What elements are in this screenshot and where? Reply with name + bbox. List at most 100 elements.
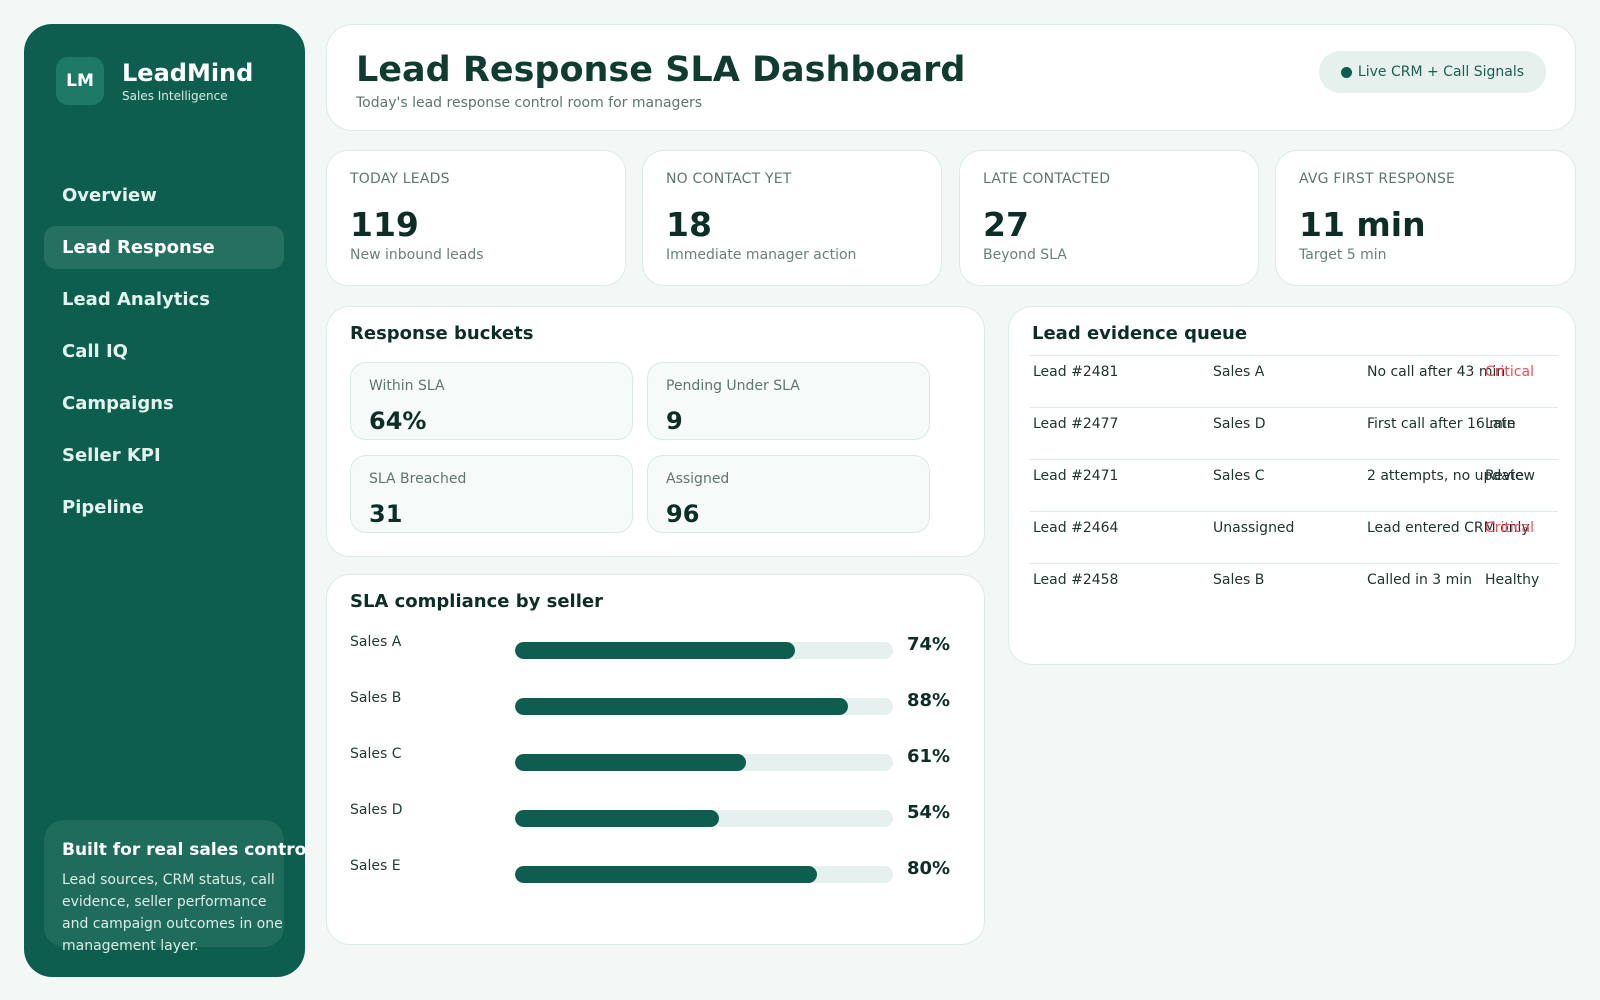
kpi-label: TODAY LEADS <box>350 171 450 187</box>
queue-row[interactable]: Lead #2481 Sales A No call after 43 min … <box>1030 355 1558 407</box>
seller-pct: 88% <box>907 690 951 711</box>
seller-row: Sales D 54% <box>350 802 950 832</box>
nav-item-lead-response[interactable]: Lead Response <box>44 226 284 269</box>
queue-row[interactable]: Lead #2464 Unassigned Lead entered CRM o… <box>1030 511 1558 563</box>
sidebar: LM LeadMind Sales Intelligence Overview … <box>24 24 305 977</box>
seller-pct: 54% <box>907 802 951 823</box>
kpi-card-no-contact[interactable]: NO CONTACT YET 18 Immediate manager acti… <box>642 150 942 286</box>
queue-row[interactable]: Lead #2471 Sales C 2 attempts, no update… <box>1030 459 1558 511</box>
kpi-card-avg-first-response[interactable]: AVG FIRST RESPONSE 11 min Target 5 min <box>1275 150 1576 286</box>
bucket-label: Assigned <box>666 471 730 487</box>
kpi-card-today-leads[interactable]: TODAY LEADS 119 New inbound leads <box>326 150 626 286</box>
queue-seller: Sales C <box>1213 468 1265 484</box>
kpi-label: NO CONTACT YET <box>666 171 792 187</box>
response-buckets-panel: Response buckets Within SLA 64% Pending … <box>326 306 985 557</box>
seller-name: Sales B <box>350 690 402 706</box>
brand-logo: LM <box>56 57 104 105</box>
kpi-value: 27 <box>983 205 1029 244</box>
seller-row: Sales C 61% <box>350 746 950 776</box>
queue-status: Review <box>1485 468 1535 484</box>
panel-title: SLA compliance by seller <box>350 591 603 612</box>
bucket-label: SLA Breached <box>369 471 467 487</box>
queue-lead-id: Lead #2464 <box>1033 520 1119 536</box>
kpi-card-late-contacted[interactable]: LATE CONTACTED 27 Beyond SLA <box>959 150 1259 286</box>
sidebar-nav: Overview Lead Response Lead Analytics Ca… <box>44 174 284 538</box>
live-status-label: Live CRM + Call Signals <box>1357 64 1525 80</box>
nav-item-seller-kpi[interactable]: Seller KPI <box>62 445 161 466</box>
compliance-bar-fill <box>515 754 746 771</box>
bucket-assigned[interactable]: Assigned 96 <box>647 455 930 533</box>
bucket-within-sla[interactable]: Within SLA 64% <box>350 362 633 440</box>
bucket-label: Within SLA <box>369 378 445 394</box>
queue-status: Critical <box>1485 520 1534 536</box>
queue-status: Critical <box>1485 364 1534 380</box>
nav-item-overview[interactable]: Overview <box>62 185 157 206</box>
compliance-bar-track <box>515 866 893 883</box>
nav-item-lead-analytics[interactable]: Lead Analytics <box>62 289 210 310</box>
live-dot-icon <box>1340 66 1352 78</box>
queue-evidence: Lead entered CRM only <box>1367 520 1530 536</box>
nav-item-pipeline[interactable]: Pipeline <box>62 497 144 518</box>
compliance-bar-track <box>515 698 893 715</box>
queue-seller: Sales B <box>1213 572 1265 588</box>
kpi-sub: Immediate manager action <box>666 247 857 263</box>
promo-card <box>44 820 284 947</box>
bucket-value: 31 <box>369 500 403 528</box>
compliance-bar-fill <box>515 866 818 883</box>
queue-lead-id: Lead #2458 <box>1033 572 1119 588</box>
page-header: Lead Response SLA Dashboard Today's lead… <box>326 24 1576 131</box>
queue-row[interactable]: Lead #2477 Sales D First call after 16 m… <box>1030 407 1558 459</box>
brand[interactable]: LM LeadMind Sales Intelligence <box>56 57 253 105</box>
queue-seller: Sales A <box>1213 364 1265 380</box>
kpi-sub: New inbound leads <box>350 247 484 263</box>
seller-name: Sales C <box>350 746 402 762</box>
queue-status: Healthy <box>1485 572 1540 588</box>
seller-name: Sales E <box>350 858 401 874</box>
queue-status: Late <box>1485 416 1516 432</box>
bucket-value: 64% <box>369 407 427 435</box>
page-subtitle: Today's lead response control room for m… <box>356 95 703 111</box>
page-title: Lead Response SLA Dashboard <box>356 50 966 90</box>
bucket-pending-under-sla[interactable]: Pending Under SLA 9 <box>647 362 930 440</box>
queue-lead-id: Lead #2477 <box>1033 416 1119 432</box>
seller-row: Sales B 88% <box>350 690 950 720</box>
bucket-sla-breached[interactable]: SLA Breached 31 <box>350 455 633 533</box>
bucket-value: 9 <box>666 407 683 435</box>
kpi-sub: Beyond SLA <box>983 247 1067 263</box>
compliance-bar-fill <box>515 698 848 715</box>
seller-pct: 74% <box>907 634 951 655</box>
compliance-bar-track <box>515 642 893 659</box>
promo-title: Built for real sales control <box>62 840 305 860</box>
panel-title: Lead evidence queue <box>1032 323 1248 344</box>
compliance-bar-fill <box>515 810 720 827</box>
kpi-value: 119 <box>350 205 419 244</box>
kpi-sub: Target 5 min <box>1299 247 1387 263</box>
nav-item-call-iq[interactable]: Call IQ <box>62 341 128 362</box>
seller-row: Sales E 80% <box>350 858 950 888</box>
seller-name: Sales D <box>350 802 403 818</box>
seller-name: Sales A <box>350 634 402 650</box>
kpi-value: 18 <box>666 205 712 244</box>
nav-item-campaigns[interactable]: Campaigns <box>62 393 174 414</box>
queue-row[interactable]: Lead #2458 Sales B Called in 3 min Healt… <box>1030 563 1558 615</box>
promo-text: Lead sources, CRM status, call evidence,… <box>62 872 283 954</box>
queue-seller: Sales D <box>1213 416 1266 432</box>
kpi-label: LATE CONTACTED <box>983 171 1111 187</box>
queue-lead-id: Lead #2471 <box>1033 468 1119 484</box>
panel-title: Response buckets <box>350 323 534 344</box>
kpi-label: AVG FIRST RESPONSE <box>1299 171 1456 187</box>
compliance-bar-fill <box>515 642 795 659</box>
sla-compliance-panel: SLA compliance by seller Sales A 74% Sal… <box>326 574 985 945</box>
brand-tagline: Sales Intelligence <box>122 88 228 103</box>
live-status-badge[interactable]: Live CRM + Call Signals <box>1319 51 1546 93</box>
compliance-bar-track <box>515 810 893 827</box>
queue-evidence: Called in 3 min <box>1367 572 1473 588</box>
seller-row: Sales A 74% <box>350 634 950 664</box>
queue-seller: Unassigned <box>1213 520 1295 536</box>
queue-evidence: No call after 43 min <box>1367 364 1506 380</box>
compliance-bar-track <box>515 754 893 771</box>
seller-pct: 61% <box>907 746 951 767</box>
kpi-value: 11 min <box>1299 205 1426 244</box>
bucket-value: 96 <box>666 500 700 528</box>
queue-evidence: 2 attempts, no update <box>1367 468 1524 484</box>
